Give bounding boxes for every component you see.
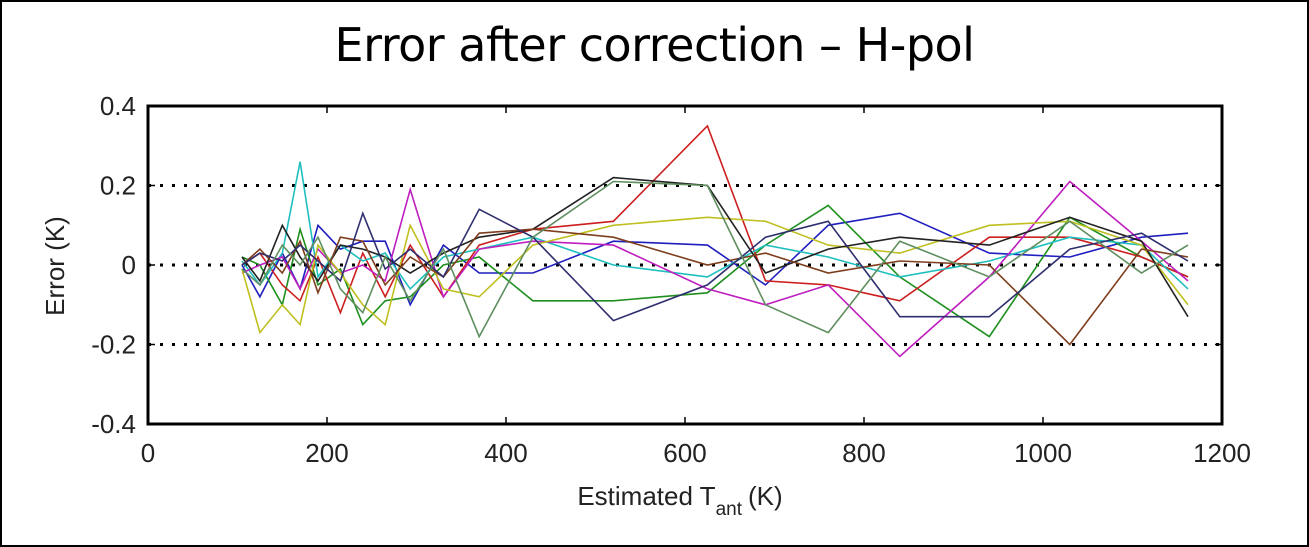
axis-ticks	[147, 105, 1223, 425]
y-tick-label: -0.2	[91, 330, 136, 360]
series-line-series-3	[241, 124, 1189, 315]
series-line-series-9	[241, 208, 1189, 322]
series-line-series-6	[241, 216, 1189, 335]
y-axis-tick-labels: 0.4 0.2 0 -0.2 -0.4	[91, 91, 136, 439]
x-tick-label: 200	[305, 438, 348, 468]
x-tick-label: 1000	[1014, 438, 1072, 468]
x-tick-label: 0	[141, 438, 155, 468]
series-line-series-8	[241, 228, 1189, 346]
y-tick-label: -0.4	[91, 409, 136, 439]
y-axis-label: Error (K)	[40, 216, 70, 316]
x-axis-tick-labels: 0 200 400 600 800 1000 1200	[141, 438, 1251, 468]
x-axis-label: Estimated Tant (K)	[577, 481, 782, 520]
x-axis-label-subscript: ant	[716, 499, 743, 520]
data-series	[241, 124, 1189, 358]
series-line-series-10	[241, 180, 1189, 339]
y-tick-label: 0.4	[100, 91, 136, 121]
x-tick-label: 400	[484, 438, 527, 468]
x-tick-label: 1200	[1193, 438, 1251, 468]
series-line-series-5	[241, 180, 1189, 358]
series-line-series-7	[241, 176, 1189, 318]
series-line-series-1	[241, 212, 1189, 307]
x-axis-label-main: Estimated T	[577, 481, 715, 511]
x-tick-label: 600	[663, 438, 706, 468]
y-tick-label: 0	[122, 250, 136, 280]
y-tick-label: 0.2	[100, 171, 136, 201]
x-axis-label-unit: (K)	[748, 481, 783, 511]
chart-title: Error after correction – H-pol	[334, 18, 975, 72]
x-tick-label: 800	[842, 438, 885, 468]
